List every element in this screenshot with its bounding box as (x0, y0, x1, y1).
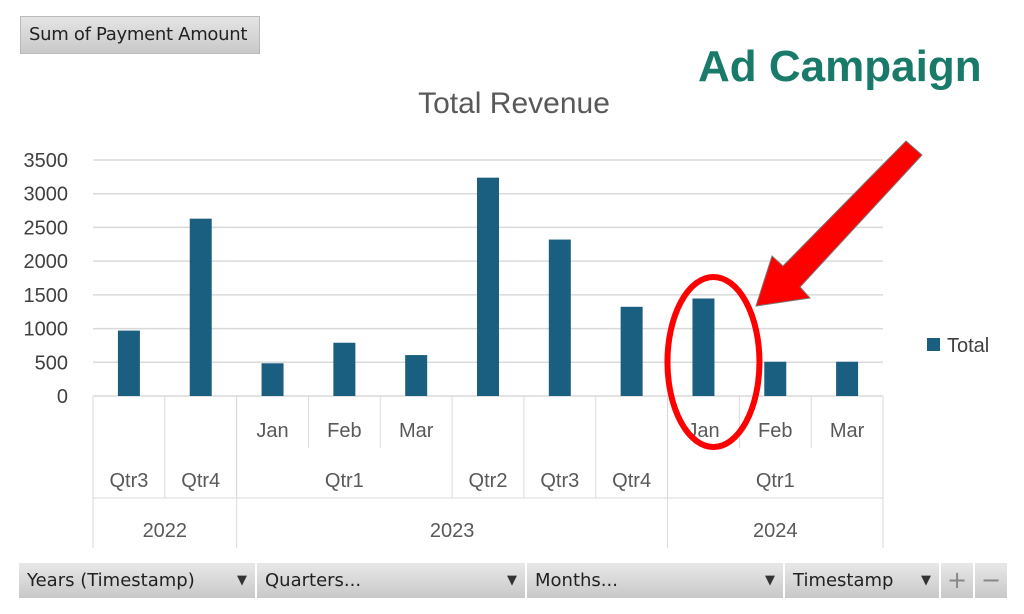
year-label: 2023 (430, 520, 475, 542)
quarter-label: Qtr4 (612, 470, 651, 492)
pivot-field-bar: Years (Timestamp) ▼ Quarters... ▼ Months..… (19, 563, 1009, 598)
red-arrow-icon (755, 140, 923, 307)
legend-swatch (927, 338, 940, 351)
quarter-label: Qtr2 (469, 470, 508, 492)
y-tick-label: 2500 (24, 217, 69, 239)
collapse-button[interactable]: − (975, 563, 1009, 598)
years-field-button[interactable]: Years (Timestamp) ▼ (19, 563, 257, 598)
y-tick-label: 2000 (24, 251, 69, 273)
months-field-button[interactable]: Months... ▼ (527, 563, 785, 598)
quarter-label: Qtr3 (540, 470, 579, 492)
bar (692, 298, 715, 396)
month-label: Jan (687, 420, 719, 442)
month-label: Jan (256, 420, 288, 442)
field-button-sum-payment[interactable]: Sum of Payment Amount (20, 16, 261, 54)
quarter-label: Qtr4 (181, 470, 220, 492)
chart-title: Total Revenue (418, 87, 610, 120)
bar (620, 306, 643, 396)
bar (764, 361, 787, 396)
quarter-label: Qtr3 (109, 470, 148, 492)
legend-label: Total (947, 335, 989, 357)
y-tick-label: 1500 (24, 285, 69, 307)
year-label: 2024 (753, 520, 798, 542)
bar (477, 177, 499, 396)
bar (405, 355, 428, 396)
dropdown-arrow-icon[interactable]: ▼ (765, 573, 775, 588)
month-label: Mar (399, 420, 434, 442)
dropdown-arrow-icon[interactable]: ▼ (237, 573, 247, 588)
year-label: 2022 (143, 520, 188, 542)
bar (836, 361, 859, 396)
ad-campaign-annotation: Ad Campaign (698, 42, 982, 91)
bar (261, 363, 284, 396)
y-tick-label: 0 (57, 386, 68, 408)
timestamp-label: Timestamp (793, 570, 894, 591)
bar (548, 239, 571, 396)
bar (189, 218, 212, 396)
quarter-label: Qtr1 (325, 470, 364, 492)
years-label: Years (Timestamp) (27, 570, 195, 591)
bar (333, 342, 356, 396)
y-tick-label: 3500 (24, 150, 69, 172)
dropdown-arrow-icon[interactable]: ▼ (507, 573, 517, 588)
month-label: Feb (758, 420, 792, 442)
y-tick-label: 1000 (24, 319, 69, 341)
bar (117, 330, 140, 396)
months-label: Months... (535, 570, 618, 591)
expand-button[interactable]: + (941, 563, 975, 598)
quarter-label: Qtr1 (756, 470, 795, 492)
quarters-label: Quarters... (265, 570, 362, 591)
highlight-circle (664, 274, 763, 450)
y-tick-label: 500 (35, 352, 68, 374)
month-label: Mar (830, 420, 865, 442)
timestamp-field-button[interactable]: Timestamp ▼ (785, 563, 941, 598)
dropdown-arrow-icon[interactable]: ▼ (921, 573, 931, 588)
quarters-field-button[interactable]: Quarters... ▼ (257, 563, 527, 598)
month-label: Feb (327, 420, 361, 442)
y-tick-label: 3000 (24, 184, 69, 206)
